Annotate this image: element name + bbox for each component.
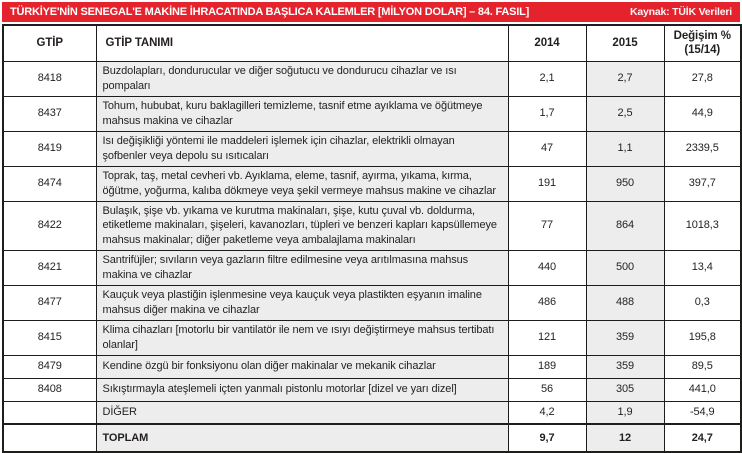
table-row: 8408 Sıkıştırmayla ateşlemeli içten yanm… xyxy=(2,377,742,402)
gtip-code xyxy=(2,423,97,453)
table-row: 8421 Santrifüjler; sıvıların veya gazlar… xyxy=(2,249,742,286)
col-header-gtip: GTİP xyxy=(2,24,97,62)
gtip-code: 8474 xyxy=(2,165,97,202)
gtip-description: Toprak, taş, metal cevheri vb. Ayıklama,… xyxy=(95,165,509,202)
value-change: 397,7 xyxy=(663,165,742,202)
gtip-description: Isı değişikliği yöntemi ile maddeleri iş… xyxy=(95,130,509,167)
gtip-code: 8421 xyxy=(2,249,97,286)
table-row: 8479 Kendine özgü bir fonksiyonu olan di… xyxy=(2,354,742,379)
value-2015: 1,9 xyxy=(585,400,665,425)
gtip-code: 8415 xyxy=(2,319,97,356)
gtip-code: 8418 xyxy=(2,60,97,97)
value-2014: 47 xyxy=(507,130,587,167)
col-header-2015: 2015 xyxy=(585,24,665,62)
value-2015: 2,5 xyxy=(585,95,665,132)
source-label: Kaynak: TÜİK Verileri xyxy=(629,6,732,18)
table-row: 8477 Kauçuk veya plastiğin işlenmesine v… xyxy=(2,284,742,321)
value-change: 89,5 xyxy=(663,354,742,379)
value-change: 44,9 xyxy=(663,95,742,132)
table-row: 8419 Isı değişikliği yöntemi ile maddele… xyxy=(2,130,742,167)
gtip-description: Buzdolapları, dondurucular ve diğer soğu… xyxy=(95,60,509,97)
gtip-description: Kendine özgü bir fonksiyonu olan diğer m… xyxy=(95,354,509,379)
value-change: 13,4 xyxy=(663,249,742,286)
value-2015: 488 xyxy=(585,284,665,321)
value-2014: 4,2 xyxy=(507,400,587,425)
table-row-other: DİĞER 4,2 1,9 -54,9 xyxy=(2,400,742,425)
table-row: 8437 Tohum, hububat, kuru baklagilleri t… xyxy=(2,95,742,132)
value-2014: 189 xyxy=(507,354,587,379)
gtip-code: 8422 xyxy=(2,200,97,251)
value-2015: 2,7 xyxy=(585,60,665,97)
value-2015: 305 xyxy=(585,377,665,402)
gtip-code: 8408 xyxy=(2,377,97,402)
value-change: 441,0 xyxy=(663,377,742,402)
gtip-description: Sıkıştırmayla ateşlemeli içten yanmalı p… xyxy=(95,377,509,402)
value-2015: 864 xyxy=(585,200,665,251)
table-row: 8422 Bulaşık, şişe vb. yıkama ve kurutma… xyxy=(2,200,742,251)
value-change: 1018,3 xyxy=(663,200,742,251)
value-2015: 1,1 xyxy=(585,130,665,167)
value-change: 0,3 xyxy=(663,284,742,321)
value-2014: 191 xyxy=(507,165,587,202)
total-change: 24,7 xyxy=(663,423,742,453)
gtip-code: 8419 xyxy=(2,130,97,167)
value-2015: 359 xyxy=(585,319,665,356)
gtip-code: 8437 xyxy=(2,95,97,132)
gtip-code: 8477 xyxy=(2,284,97,321)
title-bar: TÜRKİYE'NİN SENEGAL'E MAKİNE İHRACATINDA… xyxy=(2,2,740,22)
gtip-description: Bulaşık, şişe vb. yıkama ve kurutma maki… xyxy=(95,200,509,251)
value-change: 195,8 xyxy=(663,319,742,356)
gtip-code: 8479 xyxy=(2,354,97,379)
col-header-gtip-tanimi: GTİP TANIMI xyxy=(95,24,509,62)
value-2014: 486 xyxy=(507,284,587,321)
value-2014: 1,7 xyxy=(507,95,587,132)
table-row-total: TOPLAM 9,7 12 24,7 xyxy=(2,423,742,453)
value-2014: 440 xyxy=(507,249,587,286)
gtip-description: Santrifüjler; sıvıların veya gazların fi… xyxy=(95,249,509,286)
gtip-description: Klima cihazları [motorlu bir vantilatör … xyxy=(95,319,509,356)
col-header-change: Değişim % (15/14) xyxy=(663,24,742,62)
value-change: 27,8 xyxy=(663,60,742,97)
table-row: 8418 Buzdolapları, dondurucular ve diğer… xyxy=(2,60,742,97)
table-row: 8474 Toprak, taş, metal cevheri vb. Ayık… xyxy=(2,165,742,202)
total-2015: 12 xyxy=(585,423,665,453)
gtip-description: Tohum, hububat, kuru baklagilleri temizl… xyxy=(95,95,509,132)
gtip-description: Kauçuk veya plastiğin işlenmesine veya k… xyxy=(95,284,509,321)
value-2015: 359 xyxy=(585,354,665,379)
export-data-table: GTİP GTİP TANIMI 2014 2015 Değişim % (15… xyxy=(2,24,742,453)
value-2014: 2,1 xyxy=(507,60,587,97)
gtip-description: DİĞER xyxy=(95,400,509,425)
value-2014: 121 xyxy=(507,319,587,356)
total-label: TOPLAM xyxy=(95,423,509,453)
col-header-2014: 2014 xyxy=(507,24,587,62)
value-2015: 950 xyxy=(585,165,665,202)
value-change: -54,9 xyxy=(663,400,742,425)
value-2014: 56 xyxy=(507,377,587,402)
table-row: 8415 Klima cihazları [motorlu bir vantil… xyxy=(2,319,742,356)
total-2014: 9,7 xyxy=(507,423,587,453)
value-2015: 500 xyxy=(585,249,665,286)
header-row: GTİP GTİP TANIMI 2014 2015 Değişim % (15… xyxy=(2,24,742,62)
value-2014: 77 xyxy=(507,200,587,251)
value-change: 2339,5 xyxy=(663,130,742,167)
page-title: TÜRKİYE'NİN SENEGAL'E MAKİNE İHRACATINDA… xyxy=(10,6,530,18)
gtip-code xyxy=(2,400,97,425)
